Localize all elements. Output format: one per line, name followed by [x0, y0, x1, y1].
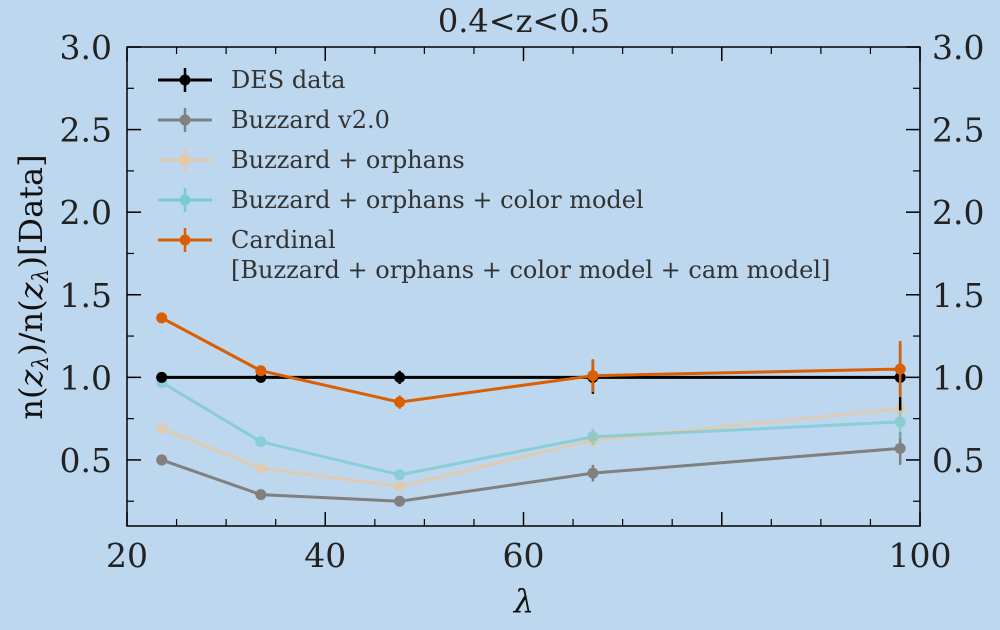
data-point: [587, 431, 599, 443]
x-tick-label: 60: [503, 536, 545, 575]
legend-label-line2: [Buzzard + orphans + color model + cam m…: [231, 256, 830, 284]
data-point: [587, 467, 599, 479]
y-axis-label: n(zλ)/n(zλ)[Data]: [12, 154, 54, 419]
y-tick-label: 0.5: [60, 441, 112, 480]
data-point: [156, 371, 168, 383]
y-tick-label: 2.5: [60, 111, 112, 150]
x-tick-label: 100: [889, 536, 952, 575]
legend: DES data Buzzard v2.0 Buzzard + orphans Buz…: [158, 66, 830, 284]
legend-label: Buzzard + orphans: [231, 146, 465, 174]
y-tick-label-right: 0.5: [932, 441, 984, 480]
chart-title: 0.4<z<0.5: [438, 2, 610, 40]
legend-swatch-marker: [179, 194, 191, 206]
y-tick-label-right: 3.0: [932, 28, 984, 67]
data-point: [156, 312, 168, 324]
series-4: [156, 312, 906, 409]
legend-swatch-marker: [179, 74, 191, 86]
data-point: [894, 363, 906, 375]
data-point: [255, 436, 267, 448]
series-layer: [156, 312, 906, 507]
y-tick-label-right: 2.5: [932, 111, 984, 150]
data-point: [394, 480, 406, 492]
data-point: [394, 371, 406, 383]
legend-entry: [158, 148, 212, 172]
y-axis-label-group: n(zλ)/n(zλ)[Data]: [12, 154, 54, 419]
data-point: [394, 495, 406, 507]
legend-entry: [158, 108, 212, 132]
legend-label: Buzzard v2.0: [231, 106, 390, 134]
legend-label: Cardinal: [231, 226, 336, 254]
y-tick-label-right: 1.0: [932, 358, 984, 397]
legend-entry: [158, 188, 212, 212]
x-tick-label: 40: [304, 536, 346, 575]
data-point: [394, 469, 406, 481]
y-tick-label: 2.0: [60, 193, 112, 232]
data-point: [255, 365, 267, 377]
series-1: [156, 392, 906, 492]
series-3: [156, 344, 906, 411]
y-tick-label-right: 2.0: [932, 193, 984, 232]
y-tick-label: 1.5: [60, 276, 112, 315]
y-tick-label: 3.0: [60, 28, 112, 67]
legend-entry: [158, 228, 212, 252]
y-tick-label: 1.0: [60, 358, 112, 397]
ticks: [126, 46, 921, 526]
legend-label: Buzzard + orphans + color model: [231, 186, 644, 214]
data-point: [156, 454, 168, 466]
data-point: [255, 489, 267, 501]
y-tick-label-right: 1.5: [932, 276, 984, 315]
tick-labels: 20 40 60 100 0.5 0.5 1.0 1.0 1.5 1.5 2.0 2.0 2.5 2.5 3…: [60, 28, 985, 575]
legend-swatch-marker: [179, 114, 191, 126]
data-point: [894, 416, 906, 428]
data-point: [255, 462, 267, 474]
data-point: [394, 396, 406, 408]
x-axis-label: λ: [512, 582, 534, 620]
legend-swatch-marker: [179, 234, 191, 246]
data-point: [587, 370, 599, 382]
data-point: [156, 423, 168, 435]
series-line: [160, 381, 901, 477]
legend-swatch-marker: [179, 154, 191, 166]
legend-label: DES data: [231, 66, 345, 94]
x-tick-label: 20: [106, 536, 148, 575]
series-2: [156, 376, 906, 481]
legend-entry: [158, 68, 212, 92]
data-point: [894, 442, 906, 454]
series-line: [160, 316, 901, 404]
